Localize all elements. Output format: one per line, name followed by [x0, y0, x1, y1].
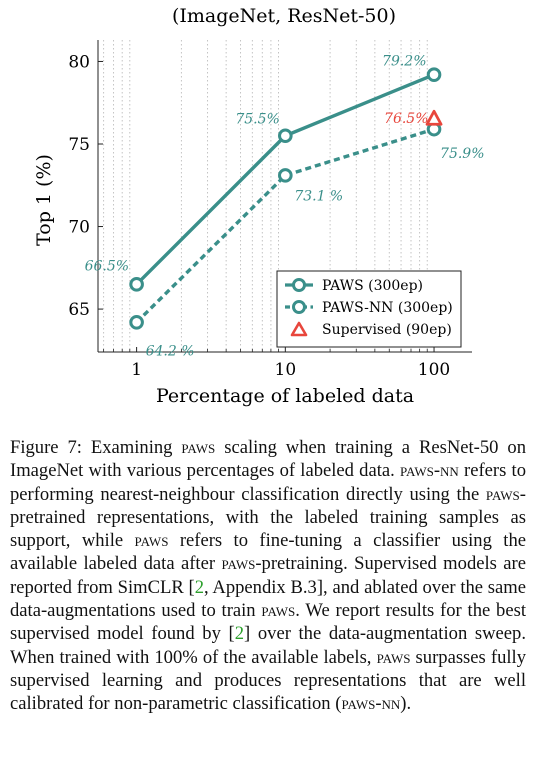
- series-0: [129, 67, 442, 292]
- data-point: [129, 277, 144, 292]
- chart-title: (ImageNet, ResNet-50): [172, 5, 396, 27]
- citation-link[interactable]: 2: [234, 623, 245, 645]
- data-labels: 66.5% 75.5% 79.2% 64.2 % 73.1 % 75.9% 76.5%: [85, 54, 485, 360]
- legend-label-supervised: Supervised (90ep): [322, 322, 452, 338]
- legend-label-paws-nn: PAWS-NN (300ep): [322, 300, 453, 316]
- y-ticks: 65 70 75 80: [68, 52, 103, 320]
- figure-caption: Figure 7: Examining paws scaling when tr…: [10, 437, 527, 715]
- data-label: 79.2%: [382, 54, 426, 70]
- x-axis-label: Percentage of labeled data: [156, 385, 414, 407]
- y-axis-label: Top 1 (%): [33, 154, 55, 246]
- data-label: 64.2 %: [146, 343, 195, 359]
- chart: (ImageNet, ResNet-50) 65 70 75 80 1 10 100 To…: [33, 5, 485, 407]
- data-label: 76.5%: [384, 111, 428, 127]
- x-ticks: 1 10 100: [103, 347, 450, 380]
- series-layer: [129, 67, 443, 330]
- y-tick-label: 80: [68, 52, 90, 72]
- citation-link[interactable]: 2: [194, 576, 205, 598]
- data-point: [278, 168, 293, 183]
- data-label: 66.5%: [85, 258, 129, 274]
- data-point: [129, 314, 144, 330]
- legend-item-paws-nn: PAWS-NN (300ep): [285, 300, 453, 316]
- x-tick-label: 100: [418, 360, 450, 380]
- legend-item-supervised: Supervised (90ep): [290, 321, 452, 338]
- data-point: [425, 109, 443, 126]
- data-point: [278, 128, 293, 144]
- data-label: 75.5%: [235, 112, 279, 128]
- legend-item-paws: PAWS (300ep): [285, 278, 423, 294]
- y-tick-label: 75: [68, 135, 90, 155]
- series-1: [129, 121, 442, 330]
- y-tick-label: 70: [68, 218, 90, 238]
- data-label: 73.1 %: [294, 188, 343, 204]
- x-tick-label: 10: [275, 360, 297, 380]
- legend: PAWS (300ep) PAWS-NN (300ep) Supervised …: [276, 270, 462, 348]
- legend-label-paws: PAWS (300ep): [322, 278, 423, 294]
- series-2: [425, 109, 443, 126]
- data-point: [426, 67, 442, 82]
- x-tick-label: 1: [131, 360, 142, 380]
- y-tick-label: 65: [68, 300, 90, 320]
- series-line: [135, 127, 435, 324]
- data-label: 75.9%: [440, 146, 484, 162]
